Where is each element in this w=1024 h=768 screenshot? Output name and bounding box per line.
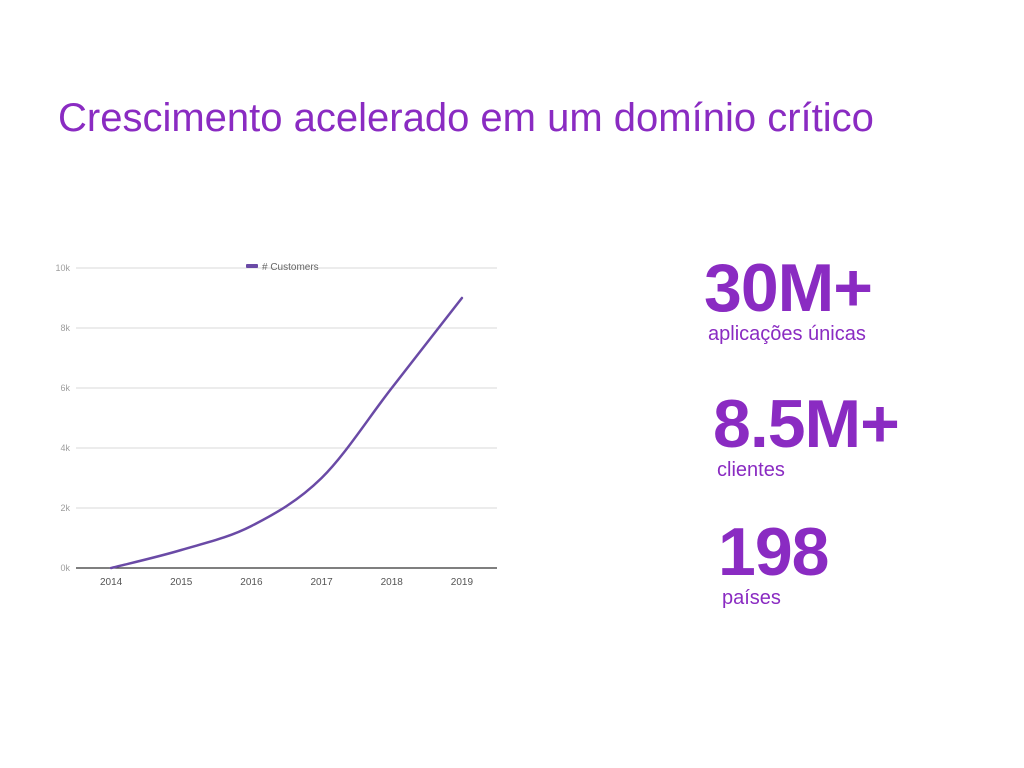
- stat-countries: 198 países: [718, 514, 829, 609]
- slide-title: Crescimento acelerado em um domínio crít…: [58, 96, 874, 140]
- stat-customers-label: clientes: [717, 459, 785, 481]
- stat-applications-label: aplicações únicas: [708, 323, 866, 345]
- x-tick-label: 2017: [310, 577, 333, 588]
- y-axis-ticks: 0k 2k 4k 6k 8k 10k: [55, 263, 70, 573]
- chart-legend: # Customers: [246, 262, 319, 273]
- legend-label: # Customers: [262, 262, 319, 273]
- stat-customers: 8.5M+ clientes: [713, 386, 900, 481]
- y-tick-label: 10k: [55, 263, 70, 273]
- x-axis-ticks: 2014 2015 2016 2017 2018 2019: [100, 577, 474, 588]
- x-tick-label: 2016: [240, 577, 263, 588]
- x-tick-label: 2018: [381, 577, 404, 588]
- stat-applications-value: 30M+: [704, 250, 873, 326]
- y-tick-label: 6k: [60, 383, 70, 393]
- x-tick-label: 2019: [451, 577, 474, 588]
- chart-series: [109, 296, 464, 570]
- y-tick-label: 2k: [60, 503, 70, 513]
- stat-countries-value: 198: [718, 514, 829, 590]
- series-line-customers: [109, 296, 464, 570]
- chart-gridlines: [76, 267, 497, 569]
- x-tick-label: 2014: [100, 577, 123, 588]
- legend-swatch: [246, 264, 258, 268]
- stat-customers-value: 8.5M+: [713, 386, 900, 462]
- x-tick-label: 2015: [170, 577, 193, 588]
- y-tick-label: 4k: [60, 443, 70, 453]
- y-tick-label: 8k: [60, 323, 70, 333]
- stat-countries-label: países: [722, 587, 781, 609]
- customers-line-chart: 0k 2k 4k 6k 8k 10k 2014 2015 2016 2017 2018 2019 #…: [55, 262, 497, 588]
- stat-applications: 30M+ aplicações únicas: [704, 250, 873, 345]
- y-tick-label: 0k: [60, 563, 70, 573]
